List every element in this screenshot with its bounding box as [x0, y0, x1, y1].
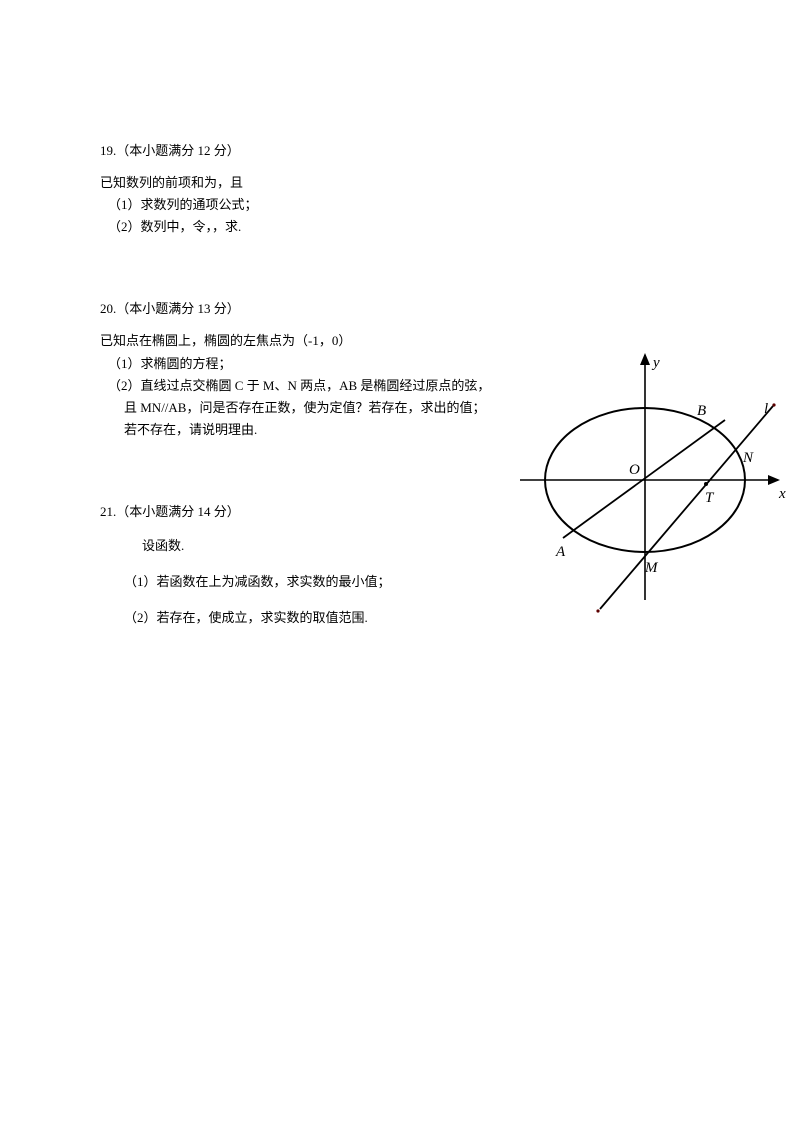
problem-19: 19.（本小题满分 12 分） 已知数列的前项和为，且 （1）求数列的通项公式；…	[100, 140, 700, 238]
problem-19-body: 已知数列的前项和为，且 （1）求数列的通项公式； （2）数列中，令，，求.	[100, 172, 700, 238]
svg-text:A: A	[555, 544, 566, 560]
svg-text:y: y	[651, 355, 660, 371]
svg-text:x: x	[778, 486, 786, 502]
problem-20-sub2b: 且 MN//AB，问是否存在正数，使为定值？若存在，求出的值；	[100, 397, 520, 419]
problem-20-sub1: （1）求椭圆的方程；	[100, 353, 520, 375]
problem-19-sub1: （1）求数列的通项公式；	[100, 194, 700, 216]
ellipse-svg: y x O Bl N T A M	[500, 340, 790, 620]
ellipse-figure: y x O Bl N T A M	[500, 340, 790, 620]
svg-text:N: N	[742, 450, 754, 466]
problem-19-header: 19.（本小题满分 12 分）	[100, 140, 700, 162]
problem-19-sub2: （2）数列中，令，，求.	[100, 216, 700, 238]
svg-text:T: T	[705, 490, 715, 506]
problem-20-body: 已知点在椭圆上，椭圆的左焦点为（-1，0） （1）求椭圆的方程； （2）直线过点…	[100, 330, 520, 440]
problem-20-line1: 已知点在椭圆上，椭圆的左焦点为（-1，0）	[100, 330, 520, 352]
problem-20-sub2a: （2）直线过点交椭圆 C 于 M、N 两点，AB 是椭圆经过原点的弦，	[100, 375, 520, 397]
svg-text:M: M	[644, 560, 659, 576]
problem-19-line1: 已知数列的前项和为，且	[100, 172, 700, 194]
problem-20-sub2c: 若不存在，请说明理由.	[100, 419, 520, 441]
svg-text:l: l	[764, 401, 768, 417]
svg-text:B: B	[697, 403, 706, 419]
svg-text:O: O	[629, 462, 640, 478]
problem-20-header: 20.（本小题满分 13 分）	[100, 298, 700, 320]
